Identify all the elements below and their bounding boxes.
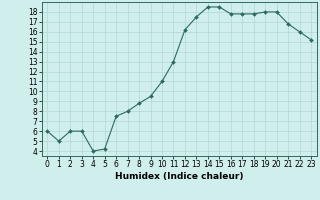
X-axis label: Humidex (Indice chaleur): Humidex (Indice chaleur) [115,172,244,181]
